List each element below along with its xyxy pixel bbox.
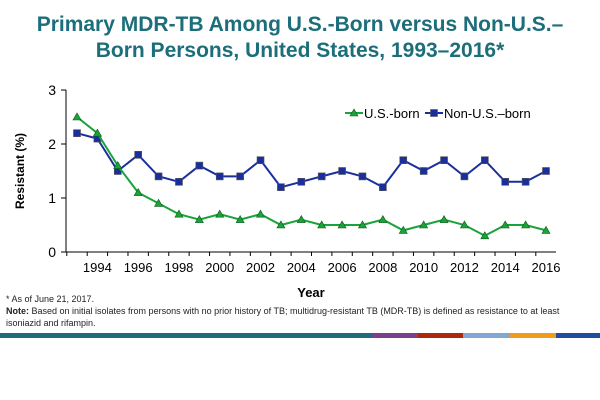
x-tick-label: 2000 bbox=[205, 260, 234, 275]
data-point bbox=[398, 225, 408, 234]
data-point bbox=[195, 161, 204, 170]
x-tick-label: 1996 bbox=[124, 260, 153, 275]
data-point bbox=[460, 172, 469, 181]
legend-marker bbox=[430, 109, 438, 117]
series-line-non-us-born bbox=[76, 132, 547, 189]
color-band-segment bbox=[372, 333, 418, 338]
data-point bbox=[256, 156, 265, 164]
data-point bbox=[419, 167, 428, 175]
x-axis-title: Year bbox=[297, 285, 324, 300]
data-point bbox=[113, 160, 123, 169]
data-point bbox=[439, 214, 449, 223]
data-point bbox=[133, 187, 143, 196]
data-point bbox=[399, 156, 408, 164]
data-point bbox=[500, 220, 510, 229]
title-line-1: Primary MDR-TB Among U.S.-Born versus No… bbox=[36, 13, 564, 36]
data-point bbox=[521, 178, 530, 186]
data-point bbox=[358, 172, 367, 181]
data-point bbox=[256, 209, 266, 218]
note-label: Note: bbox=[6, 306, 29, 316]
footnote: * As of June 21, 2017. bbox=[6, 294, 95, 304]
y-tick-label: 2 bbox=[48, 136, 56, 152]
data-point bbox=[236, 172, 244, 181]
data-point bbox=[521, 220, 531, 229]
color-band-segment bbox=[556, 333, 600, 338]
legend-marker bbox=[349, 108, 359, 117]
data-point bbox=[440, 156, 448, 164]
data-point bbox=[379, 183, 387, 191]
data-point bbox=[459, 220, 469, 229]
x-tick-label: 2006 bbox=[328, 260, 357, 275]
x-tick-label: 2008 bbox=[368, 260, 397, 275]
line-chart: 0 1 2 3 1994 1996 1998 2000 2002 2004 2006 2008 2010… bbox=[13, 82, 561, 300]
x-tick-label: 1998 bbox=[164, 260, 193, 275]
data-point bbox=[277, 183, 285, 191]
y-axis-title: Resistant (%) bbox=[13, 133, 27, 209]
y-tick-label: 3 bbox=[48, 82, 56, 98]
x-tick-label: 2002 bbox=[246, 260, 275, 275]
y-tick-label: 0 bbox=[48, 244, 56, 260]
data-point bbox=[480, 231, 490, 240]
data-point bbox=[541, 225, 551, 234]
data-point bbox=[378, 214, 388, 223]
data-point bbox=[174, 209, 184, 218]
x-tick-label: 2010 bbox=[409, 260, 438, 275]
title-line-2: Born Persons, United States, 1993–2016* bbox=[95, 39, 505, 62]
data-point bbox=[481, 156, 489, 164]
color-band-segment bbox=[0, 333, 372, 338]
data-point bbox=[134, 151, 142, 159]
data-point bbox=[194, 214, 204, 223]
data-point bbox=[215, 209, 225, 218]
data-point bbox=[73, 129, 81, 137]
data-point bbox=[419, 220, 429, 229]
data-point bbox=[337, 220, 347, 229]
data-point bbox=[276, 220, 286, 229]
x-tick-label: 2012 bbox=[450, 260, 479, 275]
data-point bbox=[357, 220, 367, 229]
data-point bbox=[72, 112, 82, 121]
color-band-segment bbox=[463, 333, 510, 338]
data-point bbox=[501, 178, 510, 186]
x-tick-label: 2004 bbox=[287, 260, 316, 275]
data-point bbox=[215, 172, 224, 181]
x-tick-label: 1994 bbox=[83, 260, 112, 275]
data-point bbox=[297, 178, 306, 186]
data-point bbox=[338, 167, 346, 175]
y-tick-label: 1 bbox=[48, 190, 56, 206]
x-tick-label: 2016 bbox=[532, 260, 561, 275]
series-line-us-born bbox=[76, 116, 547, 237]
legend-label: U.S.-born bbox=[364, 106, 420, 121]
color-band-segment bbox=[510, 333, 556, 338]
x-tick-label: 2014 bbox=[491, 260, 520, 275]
color-band-segment bbox=[418, 333, 463, 338]
data-point bbox=[175, 178, 183, 186]
data-point bbox=[317, 220, 327, 229]
data-point bbox=[317, 172, 326, 181]
data-point bbox=[235, 214, 245, 223]
note: Note: Based on initial isolates from per… bbox=[6, 305, 586, 329]
data-point bbox=[296, 214, 306, 223]
data-point bbox=[154, 198, 164, 207]
data-point bbox=[154, 172, 163, 181]
data-point bbox=[542, 167, 550, 175]
data-point bbox=[92, 128, 102, 137]
note-text: Based on initial isolates from persons w… bbox=[6, 306, 560, 328]
legend-label: Non-U.S.–born bbox=[444, 106, 531, 121]
chart-title: Primary MDR-TB Among U.S.-Born versus No… bbox=[0, 12, 600, 64]
